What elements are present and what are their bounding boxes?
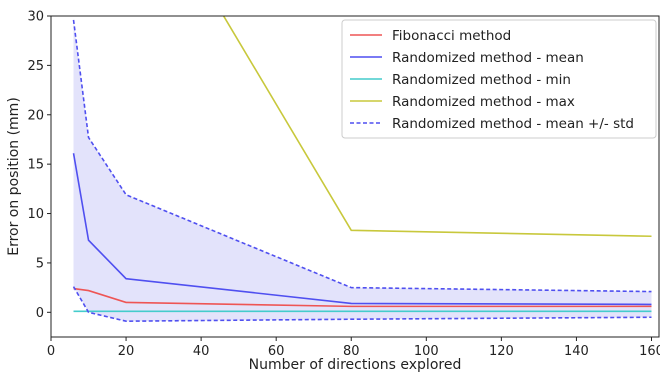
x-tick-label: 40 — [193, 344, 210, 359]
x-tick-label: 60 — [268, 344, 285, 359]
legend-label-randomized-method-mean: Randomized method - mean — [392, 50, 584, 66]
y-tick-label: 20 — [27, 108, 44, 123]
x-tick-label: 20 — [118, 344, 135, 359]
y-axis-title: Error on position (mm) — [6, 97, 22, 256]
series-layer — [72, 16, 652, 322]
y-tick-label: 10 — [27, 207, 44, 222]
y-tick-label: 0 — [36, 306, 44, 321]
y-tick-label: 25 — [27, 59, 44, 74]
x-tick-label: 120 — [489, 344, 514, 359]
x-tick-label: 100 — [414, 344, 439, 359]
legend-box — [341, 19, 657, 139]
series-line-randomized-method-mean-std-lower — [72, 286, 652, 322]
series-line-fibonacci-method — [73, 287, 652, 308]
x-axis-title: Number of directions explored — [249, 357, 462, 372]
axes-layer — [50, 15, 660, 338]
plot-frame — [50, 15, 660, 338]
legend-label-randomized-method-max: Randomized method - max — [392, 94, 575, 110]
x-tick-label: 140 — [564, 344, 589, 359]
std-band-layer — [73, 19, 652, 322]
legend-label-fibonacci-method: Fibonacci method — [392, 28, 511, 44]
legend: Fibonacci method Randomized method - mean… — [341, 19, 657, 139]
x-tick-label: 80 — [343, 344, 360, 359]
y-tick-label: 15 — [27, 158, 44, 173]
x-tick-label: 160 — [639, 344, 660, 359]
series-line-randomized-method-mean-std-upper — [72, 19, 652, 293]
legend-label-randomized-method-min: Randomized method - min — [392, 72, 571, 88]
std-band-fill — [73, 19, 652, 322]
series-line-randomized-method-max — [222, 16, 652, 238]
ticks-layer: 0 20 40 60 80 100 120 140 160 0 5 10 15 20 25 30 — [27, 10, 660, 360]
series-line-randomized-method-mean — [72, 153, 652, 306]
legend-label-randomized-method-mean-std: Randomized method - mean +/- std — [392, 116, 634, 132]
x-tick-label: 0 — [47, 344, 55, 359]
y-tick-label: 30 — [27, 10, 44, 25]
y-tick-label: 5 — [36, 256, 44, 271]
